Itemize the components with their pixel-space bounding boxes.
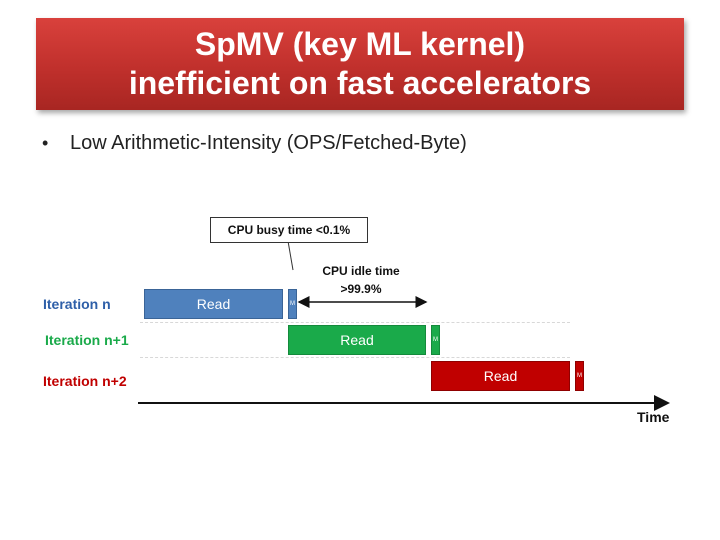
read-bar-iteration-n1: Read (288, 325, 426, 355)
m-box-iteration-n2: M (575, 361, 584, 391)
bullet-text: Low Arithmetic-Intensity (OPS/Fetched-By… (70, 132, 467, 154)
read-bar-iteration-n: Read (144, 289, 283, 319)
title-banner: SpMV (key ML kernel) inefficient on fast… (36, 18, 684, 110)
m-box-iteration-n: M (288, 289, 297, 319)
time-axis-label: Time (637, 409, 670, 425)
bullet-item: • Low Arithmetic-Intensity (OPS/Fetched-… (42, 132, 467, 155)
row-label-iteration-n1: Iteration n+1 (45, 332, 129, 348)
cpu-idle-label-line2: >99.9% (340, 282, 382, 296)
title-line-2: inefficient on fast accelerators (128, 65, 592, 101)
callout-pointer (287, 240, 294, 271)
cpu-idle-label-line1: CPU idle time (322, 264, 400, 278)
read-bar-iteration-n2: Read (431, 361, 570, 391)
cpu-idle-label: CPU idle time >99.9% (306, 262, 416, 298)
row-divider-1 (140, 322, 570, 323)
row-label-iteration-n2: Iteration n+2 (43, 373, 127, 389)
title-line-1: SpMV (key ML kernel) (194, 26, 526, 62)
row-label-iteration-n: Iteration n (43, 296, 111, 312)
m-box-iteration-n1: M (431, 325, 440, 355)
cpu-busy-callout: CPU busy time <0.1% (210, 217, 368, 243)
row-divider-2 (140, 357, 570, 358)
bullet-marker: • (42, 133, 49, 153)
